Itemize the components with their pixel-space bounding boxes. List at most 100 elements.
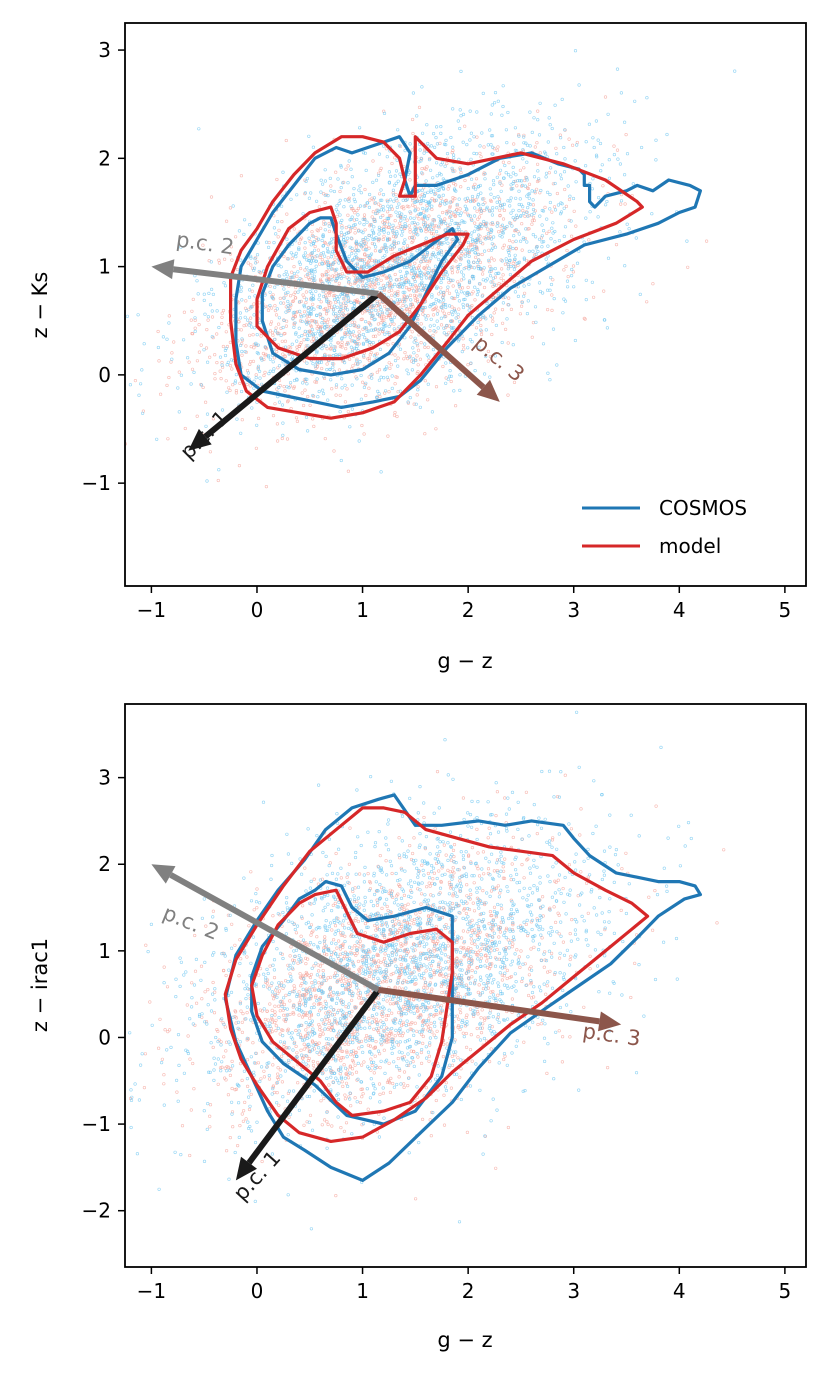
top-model-point	[572, 209, 576, 213]
top-cosmos-point	[512, 267, 517, 271]
top-cosmos-point	[467, 308, 471, 312]
top-model-point	[290, 256, 294, 260]
top-cosmos-point	[310, 276, 314, 280]
top-cosmos-point	[270, 295, 274, 300]
bottom-model-point	[343, 1042, 347, 1046]
top-cosmos-point	[319, 178, 323, 182]
top-cosmos-point	[398, 248, 402, 252]
top-model-point	[394, 375, 398, 379]
top-cosmos-point	[433, 301, 437, 305]
top-model-point	[195, 359, 199, 363]
top-cosmos-point	[366, 278, 370, 282]
top-cosmos-point	[618, 162, 623, 166]
top-cosmos-point	[348, 330, 352, 334]
top-cosmos-point	[541, 240, 546, 244]
top-cosmos-point	[250, 325, 254, 329]
top-cosmos-point	[544, 257, 548, 261]
top-cosmos-point	[355, 261, 359, 265]
bottom-model-point	[312, 877, 316, 881]
bottom-model-point	[234, 1016, 238, 1020]
top-cosmos-point	[141, 411, 145, 415]
top-model-point	[277, 228, 281, 232]
bottom-model-point	[465, 1130, 470, 1134]
top-cosmos-point	[511, 208, 515, 212]
top-cosmos-point	[531, 249, 535, 253]
top-cosmos-point	[390, 386, 394, 391]
top-cosmos-point	[378, 305, 382, 309]
top-model-point	[297, 241, 301, 245]
top-model-point	[223, 257, 227, 261]
top-cosmos-point	[284, 270, 288, 274]
top-model-point	[278, 296, 282, 301]
top-cosmos-point	[433, 264, 438, 268]
top-cosmos-point	[372, 196, 377, 200]
top-cosmos-point	[420, 276, 424, 281]
bottom-model-point	[320, 1123, 324, 1127]
top-model-point	[308, 239, 312, 244]
bottom-model-point	[458, 1007, 462, 1011]
top-cosmos-point	[419, 159, 423, 163]
top-cosmos-point	[347, 266, 351, 270]
top-model-point	[343, 331, 347, 335]
top-cosmos-point	[378, 198, 383, 202]
top-model-point	[295, 419, 300, 424]
top-cosmos-point	[511, 181, 515, 186]
top-model-point	[382, 234, 386, 238]
bottom-model-point	[502, 869, 506, 873]
top-cosmos-point	[420, 308, 424, 312]
top-cosmos-point	[509, 196, 513, 200]
top-cosmos-point	[411, 265, 416, 269]
bottom-model-point	[399, 962, 403, 967]
top-cosmos-point	[326, 263, 330, 267]
top-cosmos-point	[566, 184, 570, 188]
top-cosmos-point	[234, 373, 238, 377]
top-cosmos-point	[401, 230, 405, 234]
top-cosmos-point	[386, 204, 390, 208]
bottom-model-point	[339, 1125, 343, 1130]
top-x-tick-label: 3	[567, 598, 580, 622]
top-cosmos-point	[463, 204, 467, 208]
top-model-point	[393, 272, 397, 277]
top-cosmos-point	[369, 323, 373, 327]
top-cosmos-point	[205, 479, 209, 483]
top-model-point	[379, 166, 383, 170]
top-cosmos-point	[470, 316, 475, 320]
top-model-point	[394, 193, 398, 197]
top-cosmos-point	[280, 204, 284, 208]
bottom-model-point	[415, 1029, 419, 1033]
bottom-model-point	[158, 1017, 162, 1021]
top-cosmos-point	[358, 184, 362, 188]
bottom-model-point	[343, 1093, 347, 1097]
top-cosmos-point	[272, 226, 277, 230]
top-cosmos-point	[379, 215, 383, 219]
top-cosmos-point	[448, 374, 452, 378]
top-cosmos-point	[278, 274, 282, 278]
top-cosmos-point	[388, 245, 392, 249]
top-cosmos-point	[518, 214, 523, 218]
top-model-point	[228, 388, 232, 393]
top-cosmos-point	[509, 175, 513, 179]
top-model-point	[431, 313, 436, 317]
top-cosmos-point	[395, 232, 399, 236]
top-cosmos-point	[238, 316, 243, 320]
top-model-point	[393, 353, 397, 357]
top-model-point	[375, 211, 379, 215]
top-cosmos-point	[258, 321, 262, 325]
bottom-model-point	[467, 907, 472, 912]
bottom-model-point	[469, 947, 473, 951]
top-cosmos-point	[273, 285, 277, 289]
top-cosmos-point	[429, 317, 433, 321]
top-cosmos-point	[297, 335, 301, 339]
top-model-point	[378, 192, 382, 196]
top-cosmos-point	[391, 285, 395, 289]
top-cosmos-point	[352, 301, 356, 305]
top-model-point	[526, 186, 530, 191]
top-cosmos-point	[505, 259, 509, 263]
bottom-model-point	[305, 1120, 309, 1124]
top-cosmos-point	[449, 266, 453, 270]
bottom-model-point	[330, 1025, 334, 1029]
top-cosmos-point	[347, 277, 351, 281]
top-model-point	[329, 324, 333, 329]
top-model-point	[319, 300, 323, 304]
